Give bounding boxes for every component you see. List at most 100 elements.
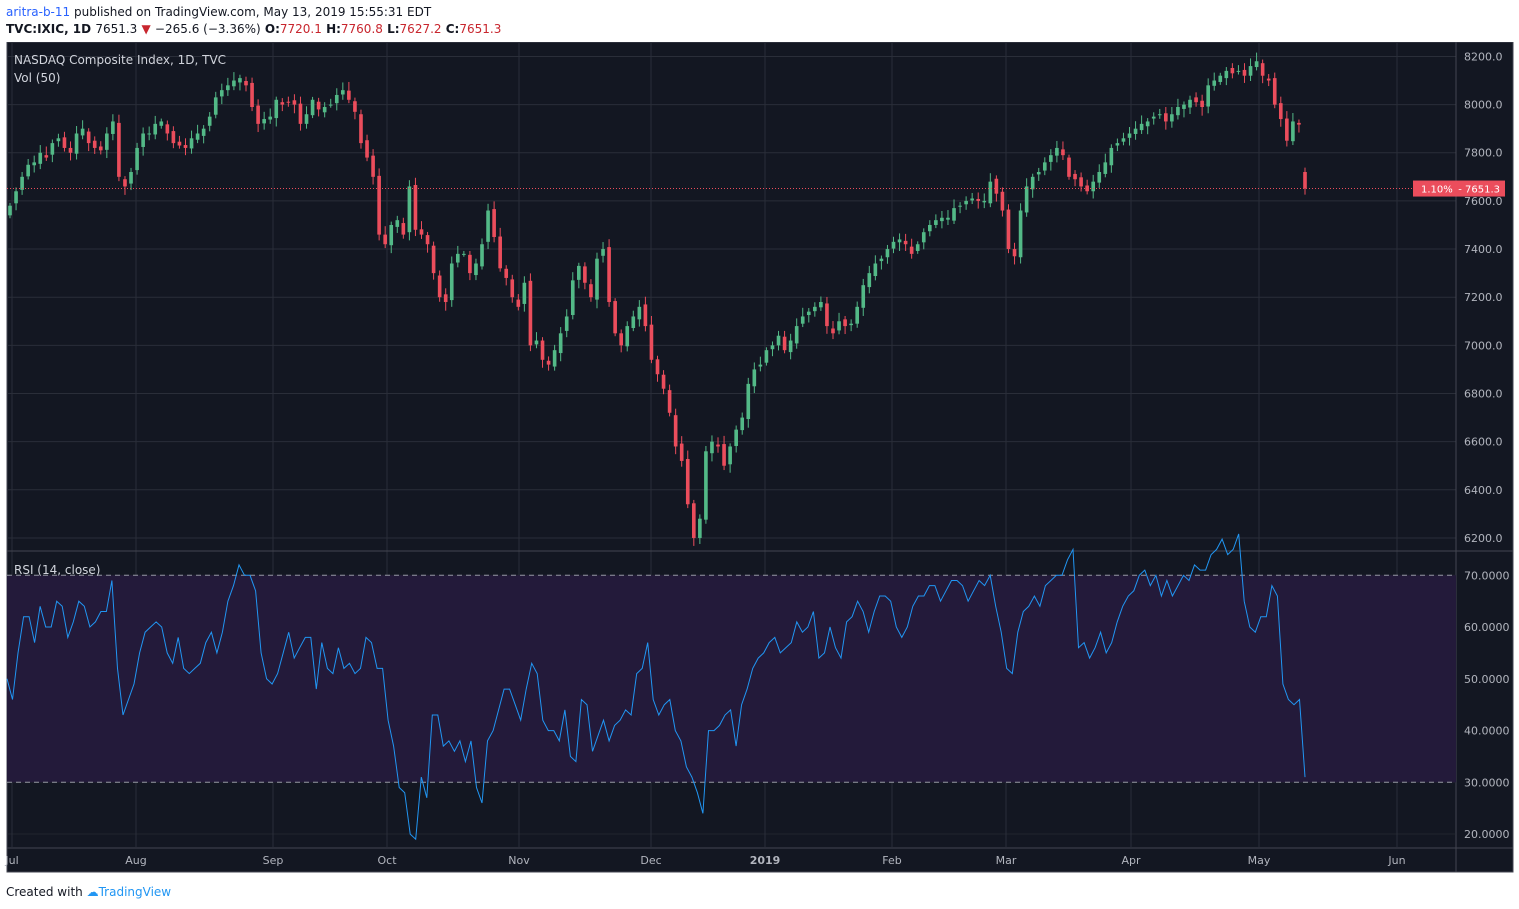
candle-body: [927, 224, 932, 232]
candle-body: [794, 326, 799, 344]
high-value: 7760.8: [340, 22, 383, 36]
candle-body: [1236, 70, 1241, 72]
candle-body: [474, 263, 478, 276]
candle-body: [952, 208, 956, 221]
candle-body: [1055, 147, 1059, 156]
candle-body: [504, 268, 509, 278]
candle-body: [123, 179, 127, 187]
candle-body: [861, 285, 866, 308]
candle-body: [722, 444, 726, 466]
candle-body: [1121, 138, 1126, 142]
candle-body: [661, 374, 666, 389]
candle-body: [607, 247, 611, 303]
candle-body: [1030, 176, 1035, 190]
candle-body: [310, 99, 315, 116]
price-tick-label: 6600.0: [1464, 436, 1503, 449]
candle-body: [244, 81, 248, 86]
candle-body: [365, 140, 369, 158]
candle-body: [940, 217, 944, 222]
candle-body: [1188, 99, 1192, 108]
candle-body: [752, 369, 757, 387]
candle-body: [50, 143, 55, 155]
candle-body: [219, 90, 224, 97]
candle-body: [492, 209, 496, 238]
price-tick-label: 7600.0: [1464, 195, 1503, 208]
x-tick-label: May: [1248, 854, 1271, 867]
candle-body: [1157, 114, 1162, 116]
candle-body: [1006, 209, 1011, 250]
candle-body: [1242, 69, 1247, 76]
tradingview-logo-icon[interactable]: ☁: [86, 885, 99, 899]
candle-body: [292, 100, 297, 105]
author-link[interactable]: aritra-b-11: [6, 5, 71, 19]
symbol-label: TVC:IXIC, 1D: [6, 22, 92, 36]
candle-body: [468, 254, 472, 274]
price-tick-label: 6200.0: [1464, 532, 1503, 545]
rsi-tick-label: 30.0000: [1464, 776, 1510, 789]
candle-body: [909, 246, 914, 254]
tradingview-brand[interactable]: TradingView: [98, 885, 172, 899]
candle-body: [770, 345, 775, 350]
down-arrow-icon: ▼: [141, 22, 151, 36]
candle-body: [1170, 114, 1174, 122]
candle-body: [1303, 171, 1307, 189]
last-price-value: - 7651.3: [1458, 185, 1500, 196]
candle-body: [268, 116, 273, 120]
candle-body: [1266, 78, 1271, 81]
candle-body: [207, 116, 212, 126]
x-tick-label: 2019: [750, 854, 781, 867]
change-value: −265.6 (−3.36%): [154, 22, 261, 36]
candle-body: [1061, 149, 1065, 156]
candle-body: [540, 340, 545, 360]
candle-body: [159, 121, 164, 126]
price-tick-label: 6800.0: [1464, 388, 1503, 401]
candle-body: [395, 220, 400, 227]
candle-body: [1024, 186, 1029, 213]
x-tick-label: Jun: [1387, 854, 1405, 867]
candle-body: [286, 101, 291, 103]
candle-body: [135, 147, 139, 171]
candle-body: [1012, 249, 1017, 257]
candle-body: [262, 119, 266, 124]
candle-body: [177, 141, 182, 146]
rsi-line: [6, 533, 1306, 841]
rsi-background-band: [7, 575, 1456, 783]
low-label: L:: [387, 22, 400, 36]
candle-body: [165, 124, 170, 134]
candle-body: [704, 451, 708, 520]
candle-body: [619, 333, 624, 346]
candle-body: [153, 123, 158, 135]
price-tick-label: 7800.0: [1464, 147, 1503, 160]
candle-body: [274, 99, 279, 119]
low-value: 7627.2: [399, 22, 442, 36]
chart-canvas[interactable]: Jul Aug Sep Oct Nov Dec 2019 Feb Mar Apr May Jun 820…: [0, 42, 1515, 876]
candle-body: [238, 78, 242, 83]
candle-body: [649, 324, 654, 360]
axis-labels: Jul Aug Sep Oct Nov Dec 2019 Feb Mar Apr May Jun 820…: [4, 50, 1509, 867]
x-tick-label: Apr: [1121, 854, 1141, 867]
candle-body: [1018, 210, 1023, 258]
created-with-label: Created with: [6, 885, 83, 899]
footer: Created with ☁TradingView: [6, 882, 171, 902]
candle-body: [1218, 75, 1223, 82]
candle-body: [443, 294, 448, 303]
candle-body: [1164, 113, 1168, 122]
rsi-tick-label: 60.0000: [1464, 621, 1510, 634]
candle-body: [921, 232, 926, 243]
candle-body: [764, 350, 769, 363]
high-label: H:: [326, 22, 341, 36]
candle-body: [891, 241, 896, 249]
candle-body: [111, 121, 115, 134]
rsi-tick-label: 50.0000: [1464, 673, 1510, 686]
candle-body: [885, 249, 890, 258]
candle-body: [1151, 116, 1156, 119]
candle-body: [304, 114, 309, 124]
candle-body: [147, 133, 151, 135]
candle-body: [1291, 121, 1295, 142]
candle-body: [1097, 172, 1102, 183]
candle-body: [982, 200, 987, 203]
candle-body: [1285, 118, 1289, 141]
candle-body: [1091, 181, 1096, 192]
candle-body: [698, 518, 702, 538]
candle-body: [564, 316, 569, 331]
